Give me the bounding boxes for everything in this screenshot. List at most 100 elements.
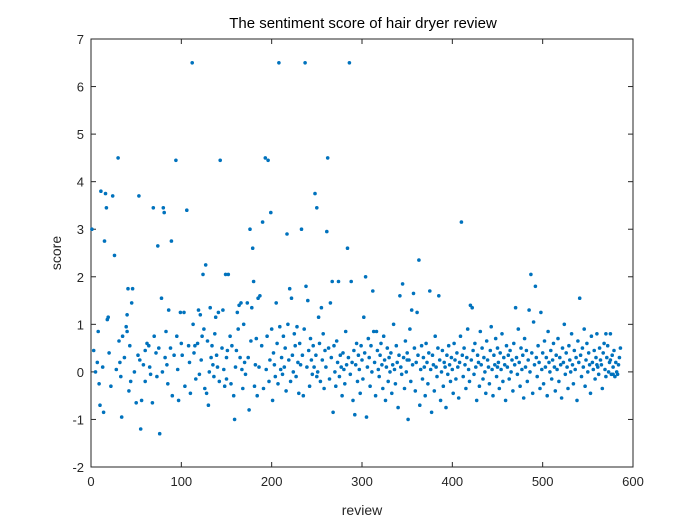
data-point bbox=[433, 334, 438, 339]
scatter-series bbox=[90, 61, 623, 436]
data-point bbox=[558, 355, 562, 360]
x-tick-label: 300 bbox=[351, 474, 373, 489]
data-point bbox=[595, 332, 599, 336]
data-point bbox=[529, 272, 533, 277]
data-point bbox=[247, 408, 251, 412]
data-point bbox=[532, 363, 537, 367]
data-point bbox=[412, 346, 417, 350]
data-point bbox=[561, 360, 566, 365]
data-point bbox=[313, 191, 317, 196]
data-point bbox=[333, 370, 337, 374]
data-point bbox=[504, 343, 509, 348]
data-point bbox=[439, 370, 444, 374]
data-point bbox=[422, 365, 427, 369]
data-point bbox=[273, 374, 278, 379]
data-point bbox=[109, 384, 113, 389]
data-point bbox=[474, 398, 479, 403]
data-point bbox=[114, 367, 119, 372]
data-point bbox=[487, 382, 492, 386]
data-point bbox=[334, 339, 339, 343]
data-point bbox=[528, 370, 532, 374]
data-point bbox=[381, 334, 386, 339]
data-point bbox=[549, 377, 554, 381]
data-point bbox=[116, 156, 120, 160]
data-point bbox=[238, 355, 242, 360]
data-point bbox=[298, 363, 303, 367]
data-point bbox=[608, 332, 613, 336]
data-point bbox=[96, 329, 100, 334]
data-point bbox=[388, 370, 392, 374]
y-tick-label: 1 bbox=[77, 317, 84, 332]
data-point bbox=[125, 313, 129, 317]
data-point bbox=[594, 355, 598, 360]
data-point bbox=[403, 339, 408, 343]
data-point bbox=[581, 365, 586, 369]
data-point bbox=[390, 391, 394, 396]
data-point bbox=[155, 374, 159, 379]
data-point bbox=[387, 355, 391, 360]
data-point bbox=[277, 61, 281, 65]
data-point bbox=[582, 327, 586, 331]
data-point bbox=[139, 398, 144, 403]
data-point bbox=[358, 391, 363, 396]
data-point bbox=[467, 379, 472, 384]
data-point bbox=[310, 372, 315, 377]
data-point bbox=[176, 398, 181, 403]
data-point bbox=[531, 320, 536, 324]
data-point bbox=[456, 365, 460, 369]
data-point bbox=[420, 377, 425, 381]
data-point bbox=[250, 305, 254, 310]
data-point bbox=[371, 329, 376, 334]
data-point bbox=[340, 393, 344, 398]
data-point bbox=[232, 417, 237, 422]
data-point bbox=[272, 363, 277, 367]
data-point bbox=[421, 355, 426, 360]
data-point bbox=[563, 372, 568, 377]
plot-area: 0 100 200 300 400 500 600 -2 -1 0 1 2 3 4 5 6 7 bbox=[72, 32, 643, 489]
data-point bbox=[418, 403, 422, 408]
data-point bbox=[199, 358, 203, 362]
data-point bbox=[544, 355, 549, 360]
data-point bbox=[446, 343, 451, 348]
data-point bbox=[169, 239, 174, 243]
data-point bbox=[507, 377, 512, 381]
data-point bbox=[538, 386, 542, 391]
data-point bbox=[432, 389, 437, 393]
data-point bbox=[319, 305, 324, 310]
data-point bbox=[119, 374, 123, 379]
data-point bbox=[274, 301, 279, 305]
data-point bbox=[380, 363, 384, 367]
data-point bbox=[124, 324, 128, 329]
data-point bbox=[202, 327, 206, 331]
data-point bbox=[526, 358, 530, 362]
data-point bbox=[223, 272, 228, 277]
data-point bbox=[554, 353, 558, 358]
data-point bbox=[502, 355, 506, 360]
data-point bbox=[415, 310, 419, 315]
data-point bbox=[286, 322, 290, 327]
data-point bbox=[505, 365, 510, 369]
data-point bbox=[456, 396, 461, 400]
data-point bbox=[90, 227, 94, 231]
data-point bbox=[414, 360, 419, 365]
data-point bbox=[601, 351, 605, 355]
data-point bbox=[379, 341, 383, 346]
data-point bbox=[574, 355, 578, 360]
data-point bbox=[518, 384, 522, 389]
data-point bbox=[143, 348, 147, 353]
data-point bbox=[605, 343, 610, 348]
data-point bbox=[592, 348, 596, 353]
data-point bbox=[326, 346, 331, 350]
data-point bbox=[417, 258, 421, 262]
data-point bbox=[308, 336, 313, 341]
data-point bbox=[323, 348, 327, 353]
data-point bbox=[291, 370, 296, 374]
data-point bbox=[595, 363, 599, 367]
data-point bbox=[392, 367, 397, 372]
x-tick-label: 400 bbox=[441, 474, 463, 489]
data-point bbox=[231, 393, 236, 398]
data-point bbox=[462, 346, 466, 350]
data-point bbox=[318, 379, 323, 384]
data-point bbox=[585, 341, 589, 346]
data-point bbox=[241, 386, 245, 391]
